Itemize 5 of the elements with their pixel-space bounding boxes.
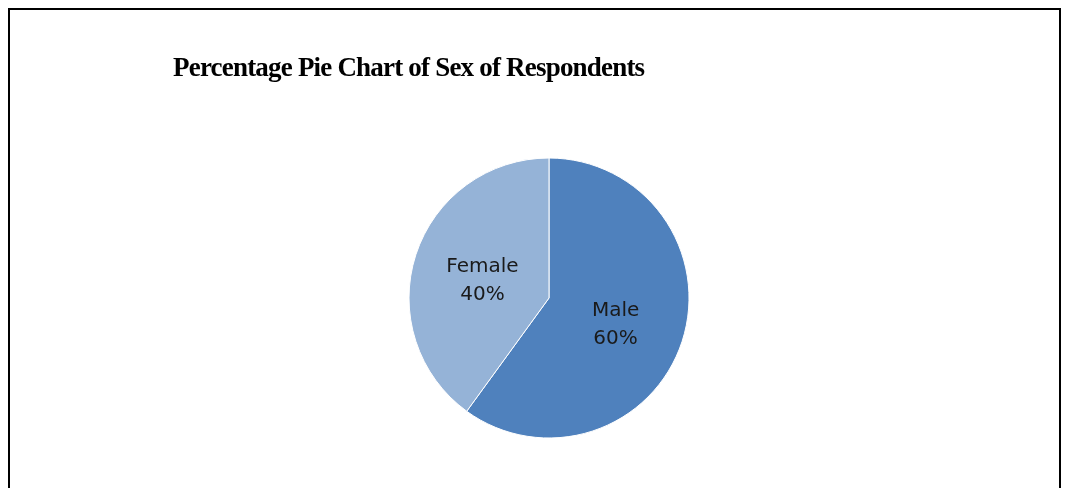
slice-label: Male xyxy=(591,296,640,321)
data-label: 40% xyxy=(460,281,505,306)
data-label: 60% xyxy=(593,324,638,349)
chart-title: Percentage Pie Chart of Sex of Respondents xyxy=(173,52,645,82)
slice-label: Female xyxy=(446,253,519,278)
